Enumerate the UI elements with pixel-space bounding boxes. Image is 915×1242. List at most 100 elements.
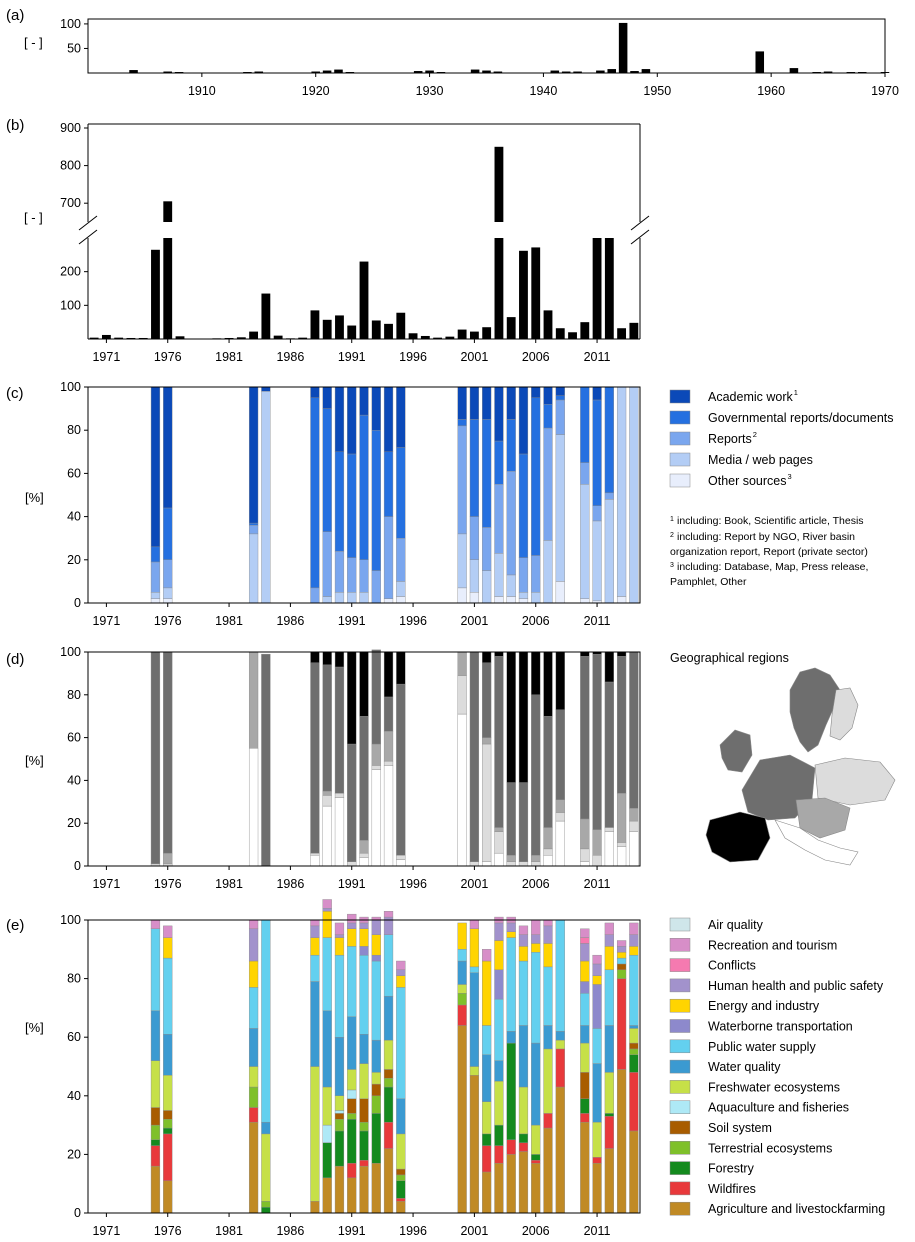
stack-segment [383,516,394,599]
legend-label: Aquaculture and fisheries [708,1101,849,1115]
bar [555,328,565,339]
stack-segment [531,1162,541,1214]
stack-segment [543,827,553,850]
bar [335,315,344,339]
stack-segment [506,1154,516,1214]
stack-segment [555,1039,565,1050]
stack-segment [629,831,639,867]
stack-segment [359,1098,369,1123]
stack-segment [555,651,565,710]
bar [413,71,423,73]
stack-segment [383,1039,394,1070]
stack-segment [347,1069,357,1091]
stack-segment [531,397,541,556]
stack-segment [482,386,492,420]
stack-segment [531,386,541,399]
panel-d-chart: 0 20 40 60 80 100 1971 1976 1981 1986 1991 1996 2001… [60,645,641,891]
stack-segment [580,928,590,938]
stack-segment [322,1086,332,1126]
stack-segment [359,1121,369,1132]
stack-segment [482,662,492,738]
stack-segment [383,451,394,517]
bar [310,310,320,339]
y-tick-label: 40 [67,1089,81,1103]
stack-segment [592,505,602,522]
stack-segment [616,1069,627,1214]
stack-segment [396,651,406,685]
stack-segment [334,1119,345,1132]
stack-segment [518,598,529,604]
stack-segment [310,852,320,856]
bar [311,71,320,73]
stack-segment [310,651,320,663]
stack-segment [248,386,259,524]
stack-segment [322,596,332,604]
stack-segment [163,1133,173,1181]
stack-segment [371,570,381,604]
stack-segment [457,713,467,867]
stack-segment [248,533,259,604]
stack-segment [371,386,381,431]
stack-segment [322,386,332,409]
stack-segment [396,581,406,597]
stack-segment [163,1075,173,1111]
stack-segment [543,925,553,944]
stack-segment [494,940,504,971]
bar [812,72,821,73]
stack-segment [518,592,529,599]
legend-swatch [669,917,691,932]
stack-segment [396,1201,406,1214]
stack-segment [580,656,590,820]
stack-segment [555,812,565,822]
x-tick-label: 1910 [188,84,216,98]
panel-c-footnotes: 1 including: Book, Scientific article, T… [670,515,868,588]
y-tick-label: 100 [60,298,81,312]
x-tick-label: 1996 [399,614,427,628]
stack-segment [518,557,529,593]
stack-segment [261,653,271,867]
legend-label: Media / web pages [708,453,813,467]
stack-segment [150,561,161,593]
stack-segment [347,453,357,558]
stack-segment [334,934,345,938]
stack-segment [334,651,345,668]
stack-segment [396,1180,406,1199]
bar [592,238,602,339]
stack-segment [150,1165,161,1214]
stack-segment [482,570,492,604]
stack-segment [506,574,516,597]
bar [561,71,571,73]
bar [101,334,111,339]
bar [408,333,418,339]
stack-segment [604,969,614,1026]
y-tick-label: 100 [60,645,81,659]
stack-segment [334,550,345,593]
legend-superscript: 1 [794,388,798,397]
legend-label: Public water supply [708,1040,816,1054]
bar [607,69,617,73]
map-region-south [774,819,859,866]
stack-segment [604,1148,614,1214]
panel-a-ylabel: [ - ] [24,35,43,50]
stack-segment [580,943,590,962]
y-tick-label: 100 [60,17,81,31]
stack-segment [383,1078,394,1088]
bar [531,247,541,339]
stack-segment [150,386,161,548]
stack-segment [616,596,627,604]
stack-segment [592,386,602,401]
stack-segment [396,1198,406,1202]
stack-segment [457,533,467,589]
stack-segment [334,937,345,956]
stack-segment [457,922,467,950]
stack-segment [531,952,541,1044]
stack-segment [359,857,369,867]
stack-segment [359,946,369,956]
stack-segment [531,651,541,695]
legend-label: Terrestrial ecosystems [708,1141,832,1155]
bar [243,72,252,73]
stack-segment [555,1048,565,1088]
stack-segment [347,1162,357,1179]
stack-segment [163,1180,173,1214]
stack-segment [531,1160,541,1164]
